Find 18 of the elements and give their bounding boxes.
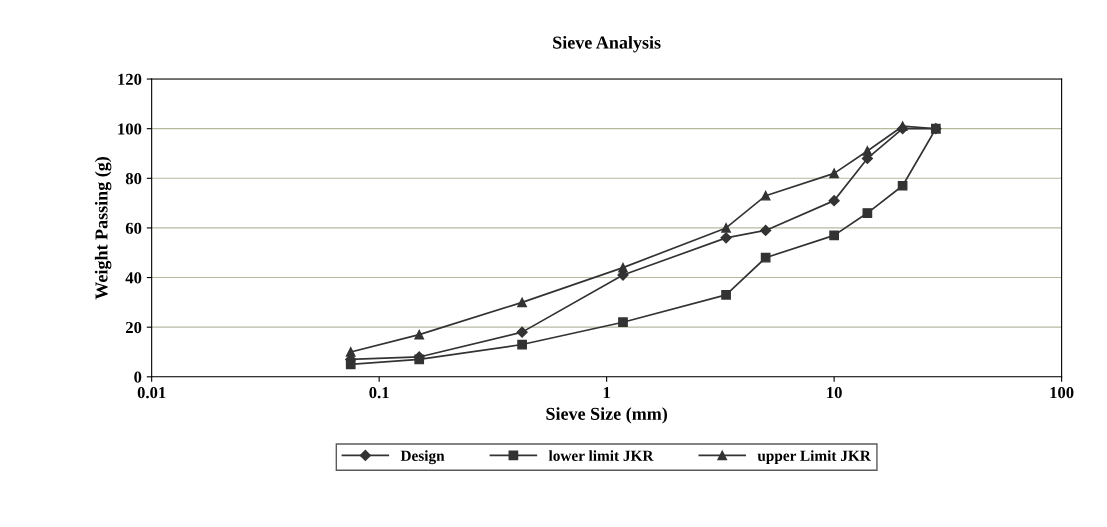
x-tick-label: 0.01 (137, 387, 166, 399)
y-tick-label: 100 (118, 123, 142, 135)
x-tick-label: 0.1 (369, 387, 389, 399)
y-tick-label: 0 (134, 371, 142, 383)
y-tick-label: 20 (125, 321, 142, 334)
x-tick-label: 100 (1050, 387, 1074, 399)
legend-label: Design (400, 450, 445, 465)
chart-title: Sieve Analysis (553, 35, 661, 53)
y-tick-label: 60 (125, 222, 142, 234)
x-axis-title: Sieve Size (mm) (546, 407, 668, 424)
legend-label: upper Limit JKR (757, 450, 871, 465)
x-tick-label: 1 (603, 387, 610, 399)
y-tick-label: 120 (118, 73, 142, 85)
y-tick-label: 40 (125, 272, 142, 284)
x-tick-label: 10 (827, 387, 842, 399)
legend-label: lower limit JKR (548, 450, 654, 461)
y-tick-label: 80 (125, 173, 142, 185)
y-axis-title: Weight Passing (g) (94, 156, 112, 300)
